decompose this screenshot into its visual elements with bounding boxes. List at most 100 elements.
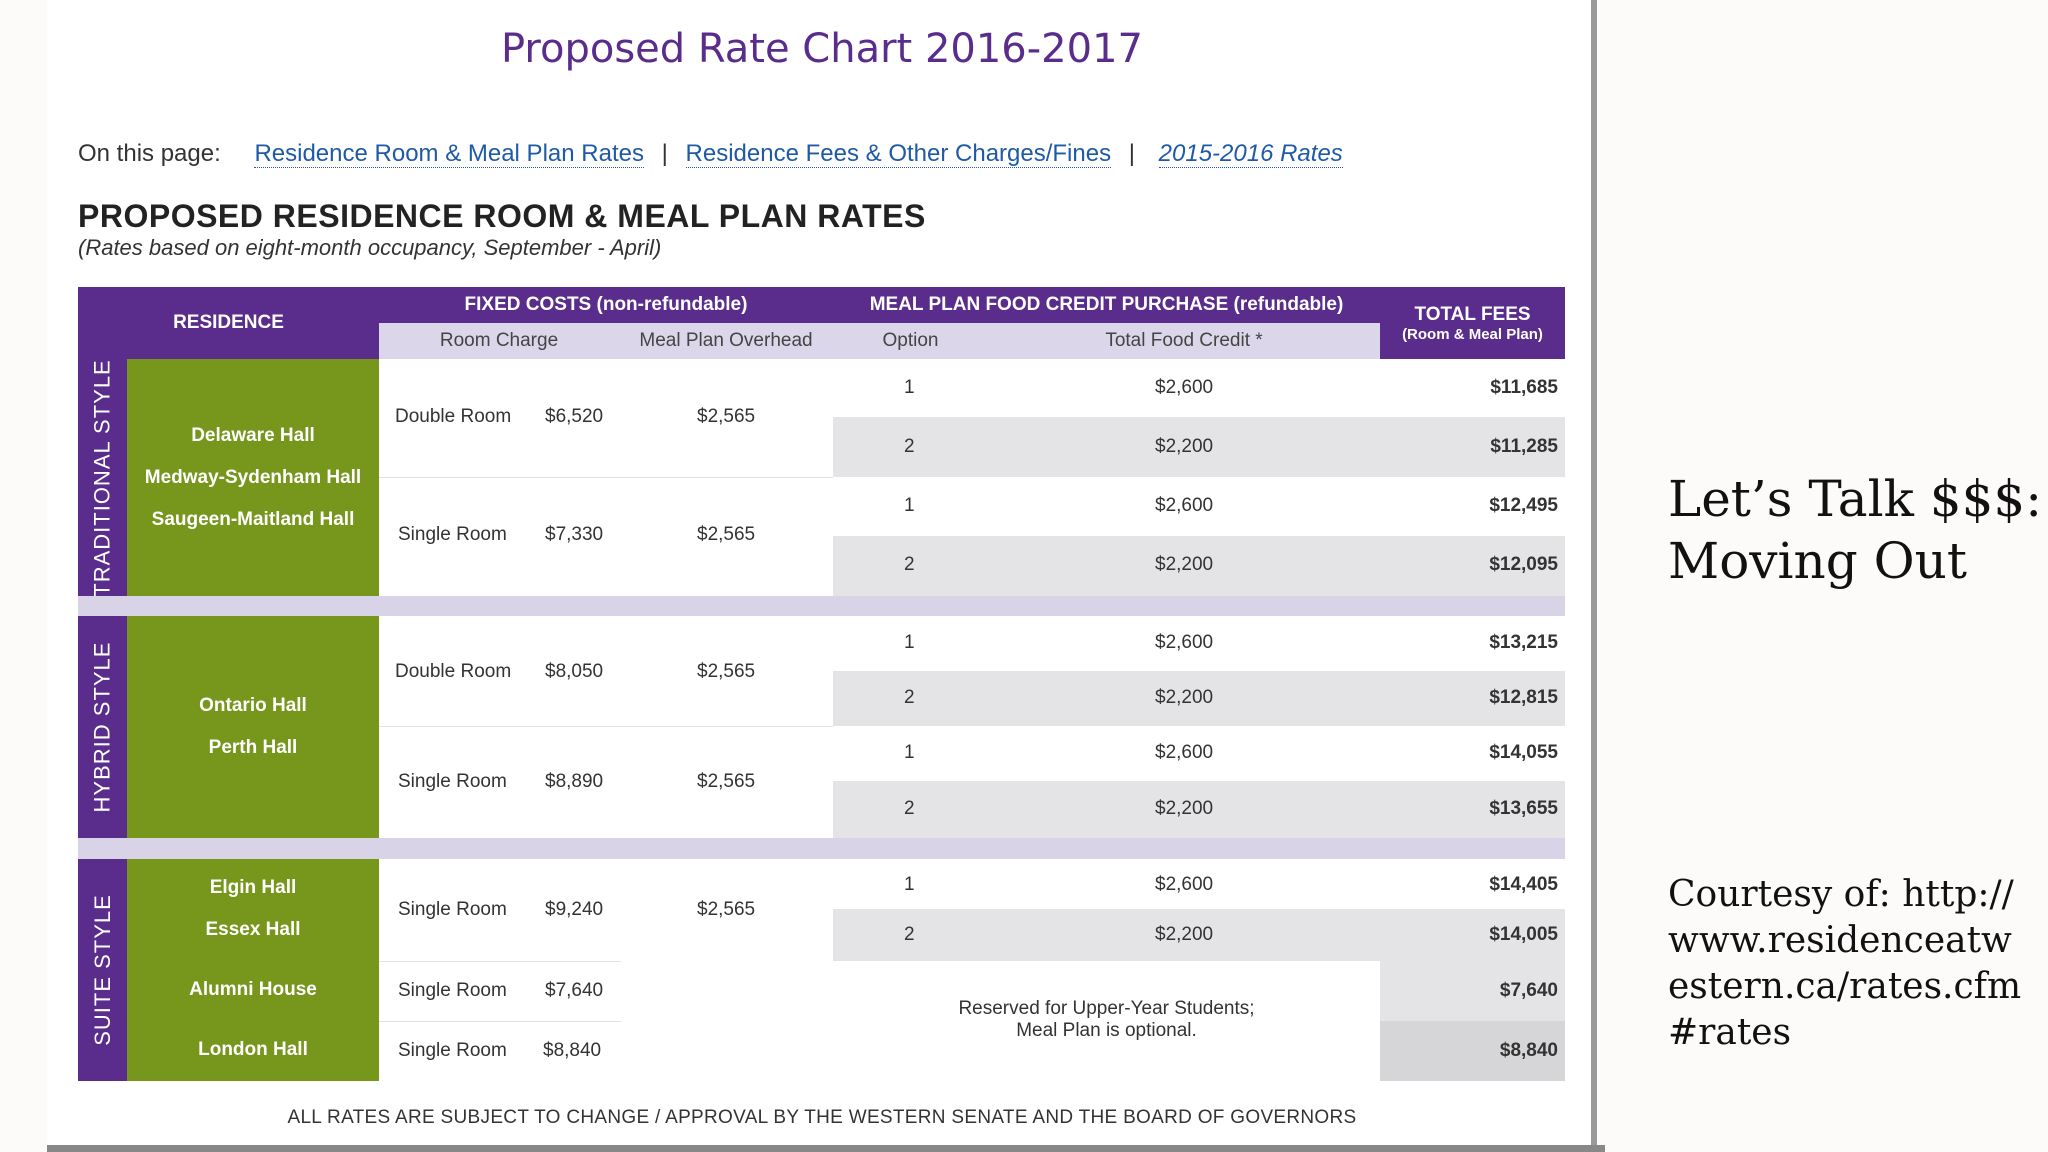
table-row — [833, 536, 1565, 596]
hall-name: Essex Hall — [205, 919, 301, 940]
total-fee: $13,215 — [1489, 632, 1558, 653]
total-fee: $14,005 — [1489, 924, 1558, 945]
option-number: 1 — [904, 632, 915, 653]
meal-overhead: $2,565 — [697, 524, 756, 545]
room-type: Double Room — [395, 406, 512, 427]
courtesy-text: Courtesy of: http://www.residenceatweste… — [1668, 874, 2022, 1053]
food-credit: $2,600 — [1155, 495, 1214, 516]
table-row — [833, 671, 1565, 726]
table-row — [833, 781, 1565, 838]
room-type: Single Room — [398, 1040, 507, 1061]
nav-separator: | — [661, 140, 668, 167]
hybrid-halls: Ontario Hall Perth Hall — [127, 616, 379, 838]
traditional-style-bar: TRADITIONAL STYLE — [78, 359, 127, 596]
room-type: Single Room — [398, 771, 507, 792]
food-credit: $2,200 — [1155, 436, 1214, 457]
option-header: Option — [833, 323, 988, 359]
nav-link-2015-2016-rates[interactable]: 2015-2016 Rates — [1158, 140, 1343, 168]
total-fees-label: TOTAL FEES — [1414, 303, 1531, 325]
reserved-note-line2: Meal Plan is optional. — [1016, 1020, 1197, 1041]
option-number: 1 — [904, 742, 915, 763]
reserved-note-line1: Reserved for Upper-Year Students; — [958, 998, 1255, 1019]
room-type: Double Room — [395, 661, 512, 682]
option-number: 2 — [904, 924, 915, 945]
total-fee: $12,495 — [1489, 495, 1558, 516]
hall-name: London Hall — [198, 1039, 308, 1060]
footer-note: ALL RATES ARE SUBJECT TO CHANGE / APPROV… — [287, 1107, 1357, 1128]
food-credit: $2,200 — [1155, 798, 1214, 819]
meal-plan-header: MEAL PLAN FOOD CREDIT PURCHASE (refundab… — [833, 287, 1380, 323]
table-row — [1380, 1021, 1565, 1081]
total-fee: $8,840 — [1499, 1040, 1558, 1061]
option-number: 2 — [904, 436, 915, 457]
food-credit: $2,600 — [1155, 874, 1214, 895]
option-number: 2 — [904, 798, 915, 819]
table-row — [833, 477, 1565, 536]
hall-name: Saugeen-Maitland Hall — [151, 508, 355, 530]
hall-name: Elgin Hall — [209, 877, 297, 898]
total-fee: $14,405 — [1489, 874, 1558, 895]
slide-title-line1: Let’s Talk $$$: — [1668, 470, 2043, 528]
option-number: 1 — [904, 377, 915, 398]
taskbar-strip — [47, 1145, 1605, 1152]
hall-name: Perth Hall — [208, 737, 298, 758]
table-row — [833, 859, 1565, 909]
meal-overhead: $2,565 — [697, 406, 756, 427]
total-fee: $12,095 — [1489, 554, 1558, 575]
row-divider — [379, 1021, 621, 1022]
total-fee: $14,055 — [1489, 742, 1558, 763]
room-type: Single Room — [398, 899, 507, 920]
option-number: 2 — [904, 687, 915, 708]
hall-name: Ontario Hall — [199, 695, 307, 716]
nav-separator: | — [1128, 140, 1135, 167]
room-charge: $8,050 — [545, 661, 604, 682]
room-charge: $9,240 — [545, 899, 604, 920]
section-separator — [78, 838, 1565, 859]
table-row — [1380, 961, 1565, 1021]
table-row — [833, 359, 1565, 417]
nav-label: On this page: — [78, 140, 221, 167]
traditional-style-label: TRADITIONAL STYLE — [89, 358, 115, 597]
fixed-costs-block — [379, 616, 833, 838]
total-fees-sublabel: (Room & Meal Plan) — [1402, 325, 1543, 343]
hall-name: Delaware Hall — [191, 424, 315, 446]
rate-table: RESIDENCE FIXED COSTS (non-refundable) M… — [78, 287, 1565, 1081]
total-fee: $13,655 — [1489, 798, 1558, 819]
food-credit: $2,600 — [1155, 632, 1214, 653]
hall-name: Alumni House — [189, 979, 317, 1000]
row-divider — [379, 726, 833, 727]
section-separator — [78, 596, 1565, 616]
on-this-page-nav: On this page: Residence Room & Meal Plan… — [78, 140, 1343, 168]
hybrid-style-label: HYBRID STYLE — [89, 641, 115, 813]
table-row — [833, 909, 1565, 961]
total-fee: $12,815 — [1489, 687, 1558, 708]
row-divider — [379, 477, 833, 478]
nav-link-room-meal-rates[interactable]: Residence Room & Meal Plan Rates — [254, 140, 644, 168]
suite-style-label: SUITE STYLE — [89, 894, 115, 1046]
slide-title-line2: Moving Out — [1668, 532, 1967, 590]
section-subtitle: (Rates based on eight-month occupancy, S… — [78, 235, 662, 260]
nav-link-fees-charges[interactable]: Residence Fees & Other Charges/Fines — [685, 140, 1112, 168]
meal-overhead: $2,565 — [697, 661, 756, 682]
total-fee: $7,640 — [1499, 980, 1558, 1001]
fixed-costs-header: FIXED COSTS (non-refundable) — [379, 287, 833, 323]
row-divider — [379, 961, 621, 962]
suite-halls: Elgin Hall Essex Hall Alumni House Londo… — [127, 859, 379, 1081]
room-type: Single Room — [398, 524, 507, 545]
rate-chart-screenshot: Proposed Rate Chart 2016-2017 On this pa… — [47, 0, 1597, 1145]
residence-header: RESIDENCE — [78, 287, 379, 359]
food-credit: $2,200 — [1155, 687, 1214, 708]
table-row — [833, 616, 1565, 671]
room-charge: $7,640 — [545, 980, 604, 1001]
suite-style-bar: SUITE STYLE — [78, 859, 127, 1081]
room-charge: $7,330 — [545, 524, 604, 545]
traditional-halls: Delaware Hall Medway-Sydenham Hall Sauge… — [127, 359, 379, 596]
option-number: 2 — [904, 554, 915, 575]
page-title: Proposed Rate Chart 2016-2017 — [501, 26, 1143, 72]
hybrid-style-bar: HYBRID STYLE — [78, 616, 127, 838]
room-type: Single Room — [398, 980, 507, 1001]
food-credit: $2,600 — [1155, 377, 1214, 398]
table-row — [833, 726, 1565, 781]
hall-name: Medway-Sydenham Hall — [144, 466, 362, 488]
option-number: 1 — [904, 874, 915, 895]
